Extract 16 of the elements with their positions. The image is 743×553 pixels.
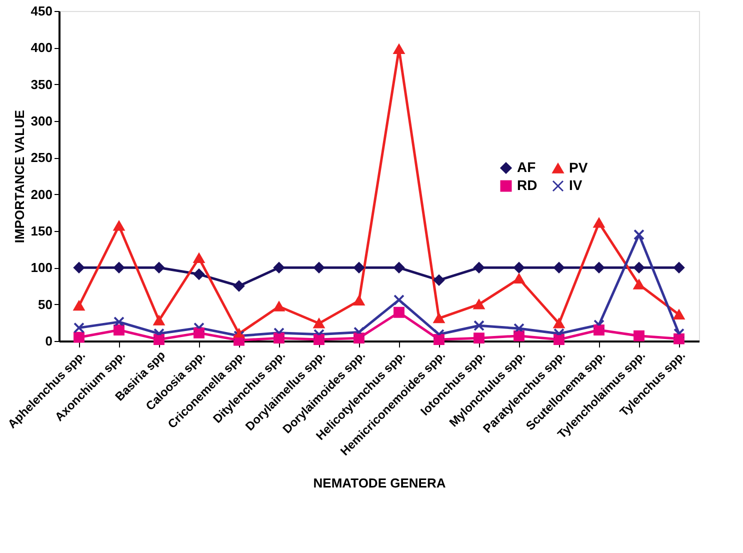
y-tick-label: 400 — [30, 40, 52, 56]
y-tick-label: 350 — [30, 76, 52, 92]
legend-label: PV — [569, 159, 588, 176]
y-tick-label: 150 — [30, 224, 52, 238]
y-tick-label: 50 — [38, 296, 52, 312]
y-tick-label: 200 — [30, 186, 52, 202]
legend-label: IV — [569, 177, 583, 193]
legend-label: RD — [517, 177, 538, 193]
y-tick-label: 300 — [30, 114, 52, 128]
y-tick-label: 100 — [30, 260, 52, 276]
y-axis-title: IMPORTANCE VALUE — [12, 110, 27, 244]
y-tick-label: 250 — [30, 150, 52, 166]
y-tick-label: 0 — [45, 334, 52, 348]
y-tick-label: 450 — [30, 4, 52, 18]
x-axis-title: NEMATODE GENERA — [313, 476, 446, 491]
legend-label: AF — [517, 159, 536, 175]
